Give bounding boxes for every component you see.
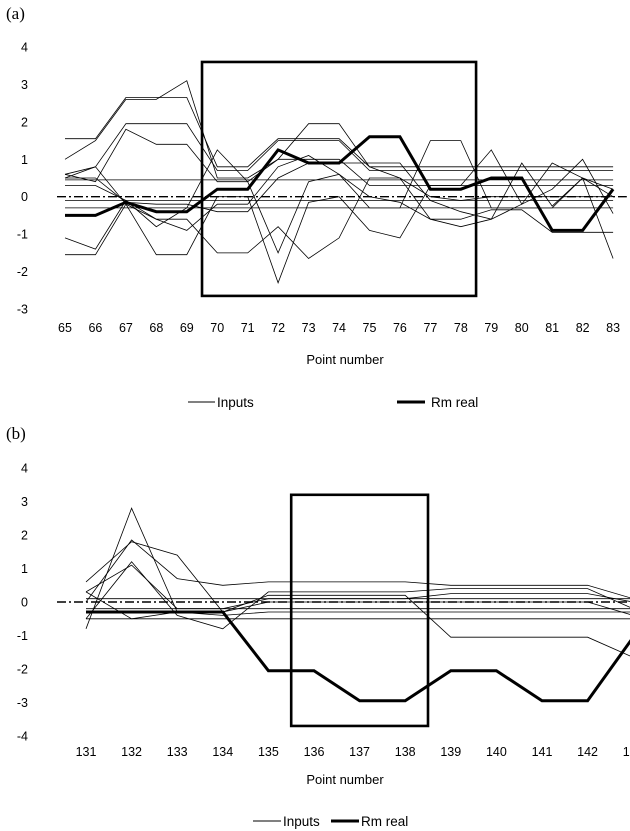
y-tick-label: 2 — [21, 115, 28, 129]
chart-b-xlabel: Point number — [306, 772, 384, 787]
y-tick-label: 4 — [21, 462, 28, 476]
chart-b-yticks: 4 3 2 1 0 -1 -2 -3 -4 — [17, 462, 28, 744]
x-tick-label: 72 — [271, 321, 285, 335]
x-tick-label: 138 — [395, 745, 416, 759]
y-tick-label: 4 — [21, 41, 28, 55]
series-line-input — [65, 97, 614, 168]
series-line-input — [85, 539, 630, 603]
panel-b-label: (b) — [6, 424, 26, 443]
y-tick-label: -1 — [17, 629, 28, 643]
y-tick-label: 3 — [21, 78, 28, 92]
chart-a-series — [57, 60, 627, 298]
chart-a-legend: Inputs Rm real — [188, 395, 478, 410]
chart-a-xticks: 65 66 67 68 69 70 71 72 73 74 75 76 77 78 79 80 81 82 83 — [58, 321, 620, 335]
y-tick-label: -4 — [17, 730, 28, 744]
x-tick-label: 82 — [576, 321, 590, 335]
x-tick-label: 65 — [58, 321, 72, 335]
series-line-rm-real — [65, 135, 615, 232]
x-tick-label: 81 — [545, 321, 559, 335]
y-tick-label: -3 — [17, 696, 28, 710]
x-tick-label: 74 — [332, 321, 346, 335]
x-tick-label: 67 — [119, 321, 133, 335]
y-tick-label: -3 — [17, 303, 28, 317]
x-tick-label: 75 — [363, 321, 377, 335]
x-tick-label: 142 — [577, 745, 598, 759]
y-tick-label: 0 — [21, 596, 28, 610]
x-tick-label: 68 — [149, 321, 163, 335]
series-line-input — [85, 591, 630, 620]
series-line-input — [65, 177, 614, 260]
x-tick-label: 136 — [304, 745, 325, 759]
chart-a-yticks: 4 3 2 1 0 -1 -2 -3 — [17, 41, 28, 317]
y-tick-label: 1 — [21, 562, 28, 576]
y-tick-label: -2 — [17, 663, 28, 677]
x-tick-label: 132 — [121, 745, 142, 759]
x-tick-label: 73 — [302, 321, 316, 335]
y-tick-label: 1 — [21, 153, 28, 167]
panel-a-label: (a) — [6, 4, 25, 23]
chart-a-xlabel: Point number — [306, 352, 384, 367]
x-tick-label: 80 — [515, 321, 529, 335]
chart-b-xticks: 131 132 133 134 135 136 137 138 139 140 141 142 143 — [76, 745, 630, 759]
series-line-input — [64, 80, 614, 186]
x-tick-label: 133 — [167, 745, 188, 759]
x-tick-label: 69 — [180, 321, 194, 335]
y-tick-label: 3 — [21, 495, 28, 509]
series-line-input — [64, 123, 614, 201]
series-line-input — [64, 155, 614, 231]
highlight-box — [200, 60, 478, 298]
x-tick-label: 83 — [606, 321, 620, 335]
x-tick-label: 78 — [454, 321, 468, 335]
x-tick-label: 70 — [210, 321, 224, 335]
legend-inputs-label: Inputs — [283, 814, 320, 829]
x-tick-label: 137 — [349, 745, 370, 759]
x-tick-label: 134 — [212, 745, 233, 759]
y-tick-label: -2 — [17, 265, 28, 279]
highlight-box — [289, 493, 430, 728]
x-tick-label: 71 — [241, 321, 255, 335]
x-tick-label: 66 — [88, 321, 102, 335]
x-tick-label: 79 — [484, 321, 498, 335]
series-line-input — [64, 123, 614, 179]
legend-rm-label: Rm real — [361, 814, 408, 829]
series-line-rm-real — [86, 610, 630, 703]
x-tick-label: 143 — [623, 745, 630, 759]
y-tick-label: 2 — [21, 529, 28, 543]
chart-a: 4 3 2 1 0 -1 -2 -3 65 66 67 68 69 70 71 72 73 74 75 76 77 78… — [17, 41, 627, 410]
legend-inputs-label: Inputs — [217, 395, 254, 410]
x-tick-label: 140 — [486, 745, 507, 759]
x-tick-label: 131 — [76, 745, 97, 759]
series-line-input — [85, 561, 630, 630]
y-tick-label: 0 — [21, 190, 28, 204]
series-line-input — [85, 541, 630, 657]
chart-b-series — [57, 493, 630, 728]
x-tick-label: 135 — [258, 745, 279, 759]
legend-rm-label: Rm real — [431, 395, 478, 410]
chart-b-legend: Inputs Rm real — [253, 814, 408, 829]
y-tick-label: -1 — [17, 228, 28, 242]
x-tick-label: 141 — [532, 745, 553, 759]
x-tick-label: 77 — [423, 321, 437, 335]
x-tick-label: 76 — [393, 321, 407, 335]
x-tick-label: 139 — [440, 745, 461, 759]
